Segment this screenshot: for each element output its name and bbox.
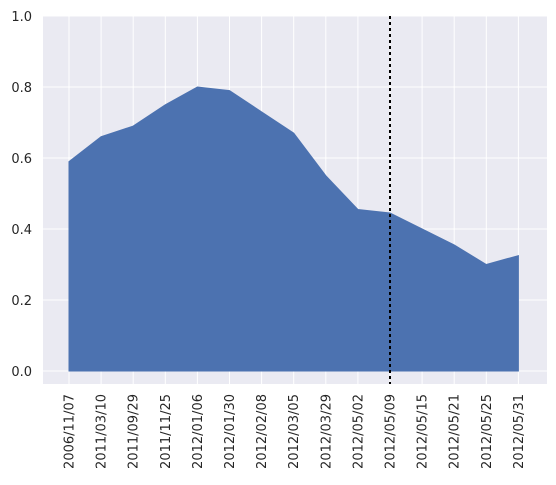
x-tick-label: 2012/03/29	[319, 394, 334, 469]
x-axis: 2006/11/07 2011/03/10 2011/09/29 2011/11/25…	[63, 394, 527, 469]
y-tick-label: 1.0	[11, 10, 32, 25]
y-tick-label: 0.2	[11, 294, 32, 309]
x-tick-label: 2011/11/25	[159, 394, 174, 469]
x-tick-label: 2012/05/15	[416, 394, 431, 469]
y-tick-label: 0.0	[11, 365, 32, 380]
x-tick-label: 2011/03/10	[95, 394, 110, 469]
x-tick-label: 2006/11/07	[63, 394, 78, 469]
data-area	[68, 86, 519, 372]
x-tick-label: 2012/05/25	[480, 394, 495, 469]
x-tick-label: 2012/01/06	[191, 394, 206, 469]
y-axis: 0.0 0.2 0.4 0.6 0.8 1.0	[11, 10, 32, 380]
x-tick-label: 2012/05/02	[351, 394, 366, 469]
x-tick-label: 2012/05/31	[512, 394, 527, 469]
y-tick-label: 0.8	[11, 81, 32, 96]
y-tick-label: 0.6	[11, 152, 32, 167]
x-tick-label: 2011/09/29	[127, 394, 142, 469]
x-tick-label: 2012/02/08	[255, 394, 270, 469]
x-tick-label: 2012/03/05	[287, 394, 302, 469]
x-tick-label: 2012/05/21	[448, 394, 463, 469]
y-tick-label: 0.4	[11, 223, 32, 238]
x-tick-label: 2012/01/30	[223, 394, 238, 469]
x-tick-label: 2012/05/09	[384, 394, 399, 469]
